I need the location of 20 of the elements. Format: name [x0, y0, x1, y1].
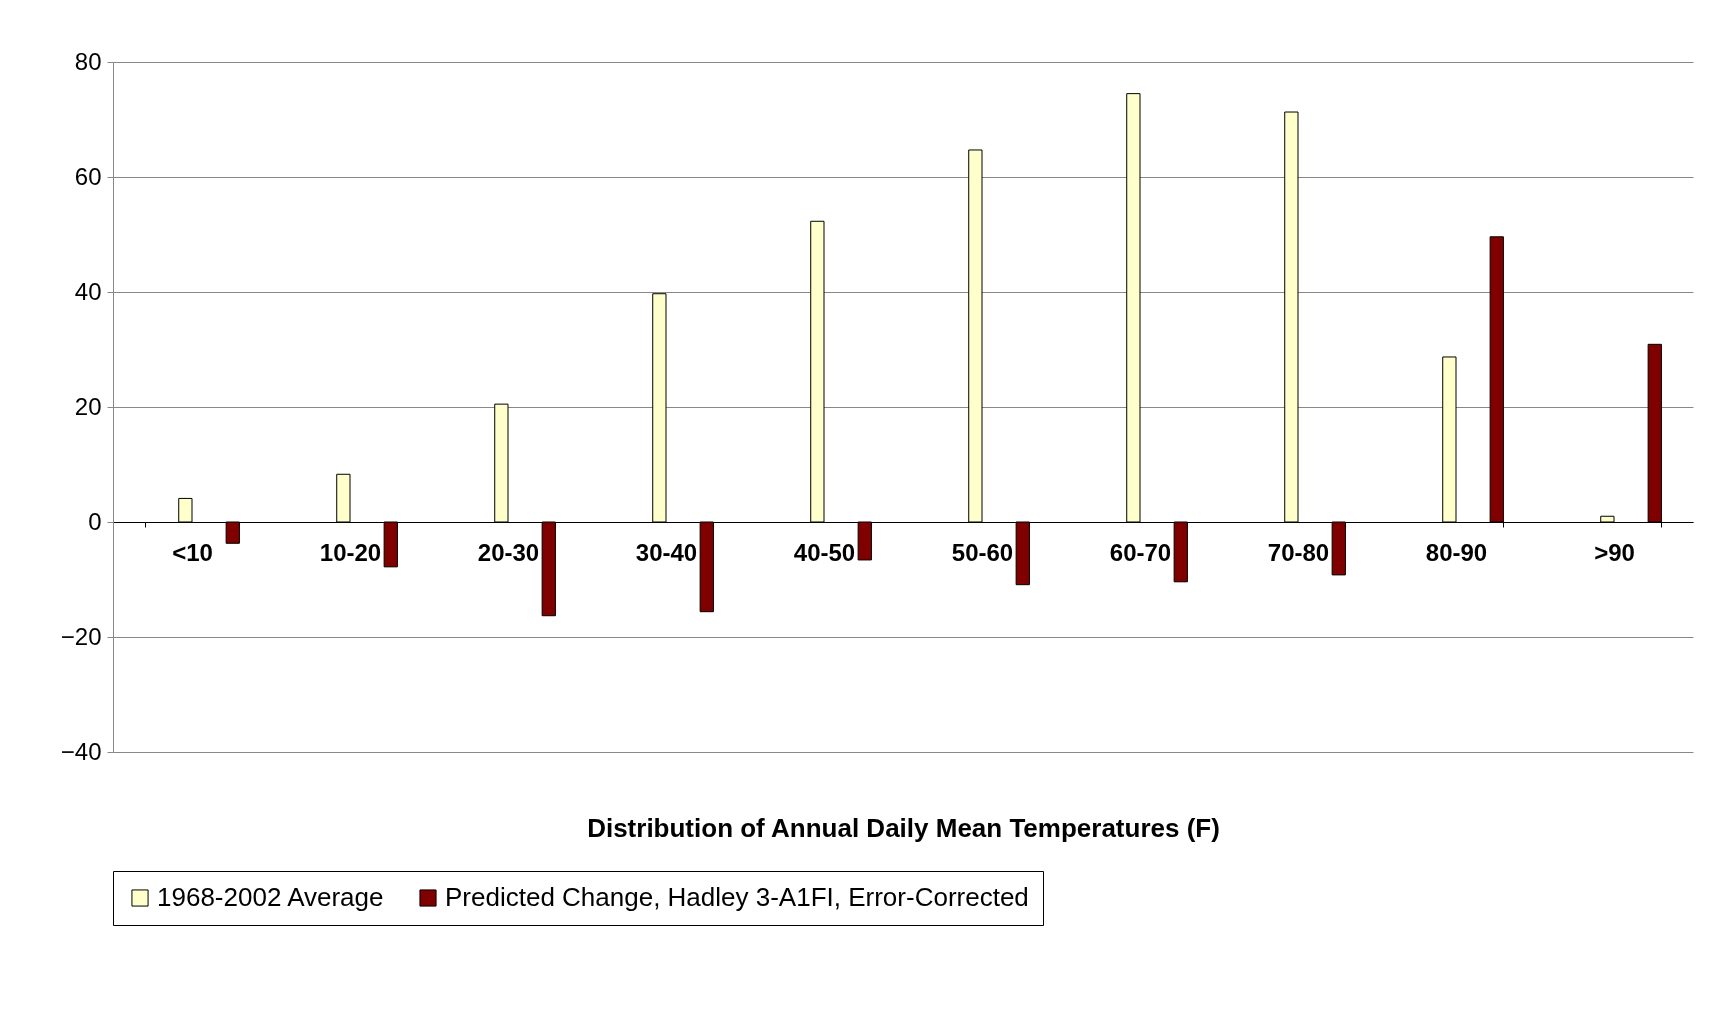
x-tick-label: >90	[1594, 538, 1635, 566]
y-tick-label: 60	[74, 162, 102, 190]
x-tick-label: 30-40	[635, 538, 698, 566]
legend-label: 1968-2002 Average	[157, 882, 384, 912]
legend-label: Predicted Change, Hadley 3-A1FI, Error-Corrected	[445, 882, 1029, 912]
x-tick-label: 20-30	[477, 538, 540, 566]
x-axis-title: Distribution of Annual Daily Mean Temperatures (F)	[587, 812, 1220, 843]
x-tick-label: <10	[172, 538, 213, 566]
y-tick-label: 0	[88, 507, 102, 535]
x-tick-label: 10-20	[319, 538, 382, 566]
x-tick-label: 40-50	[793, 538, 856, 566]
y-tick-label: −20	[60, 622, 102, 650]
y-tick-label: −40	[60, 737, 102, 765]
y-tick-label: 40	[74, 277, 102, 305]
x-tick-label: 70-80	[1267, 538, 1330, 566]
x-tick-label: 60-70	[1109, 538, 1172, 566]
y-tick-label: 80	[74, 47, 102, 75]
x-tick-label: 80-90	[1425, 538, 1488, 566]
x-tick-label: 50-60	[951, 538, 1014, 566]
y-tick-label: 20	[74, 392, 102, 420]
